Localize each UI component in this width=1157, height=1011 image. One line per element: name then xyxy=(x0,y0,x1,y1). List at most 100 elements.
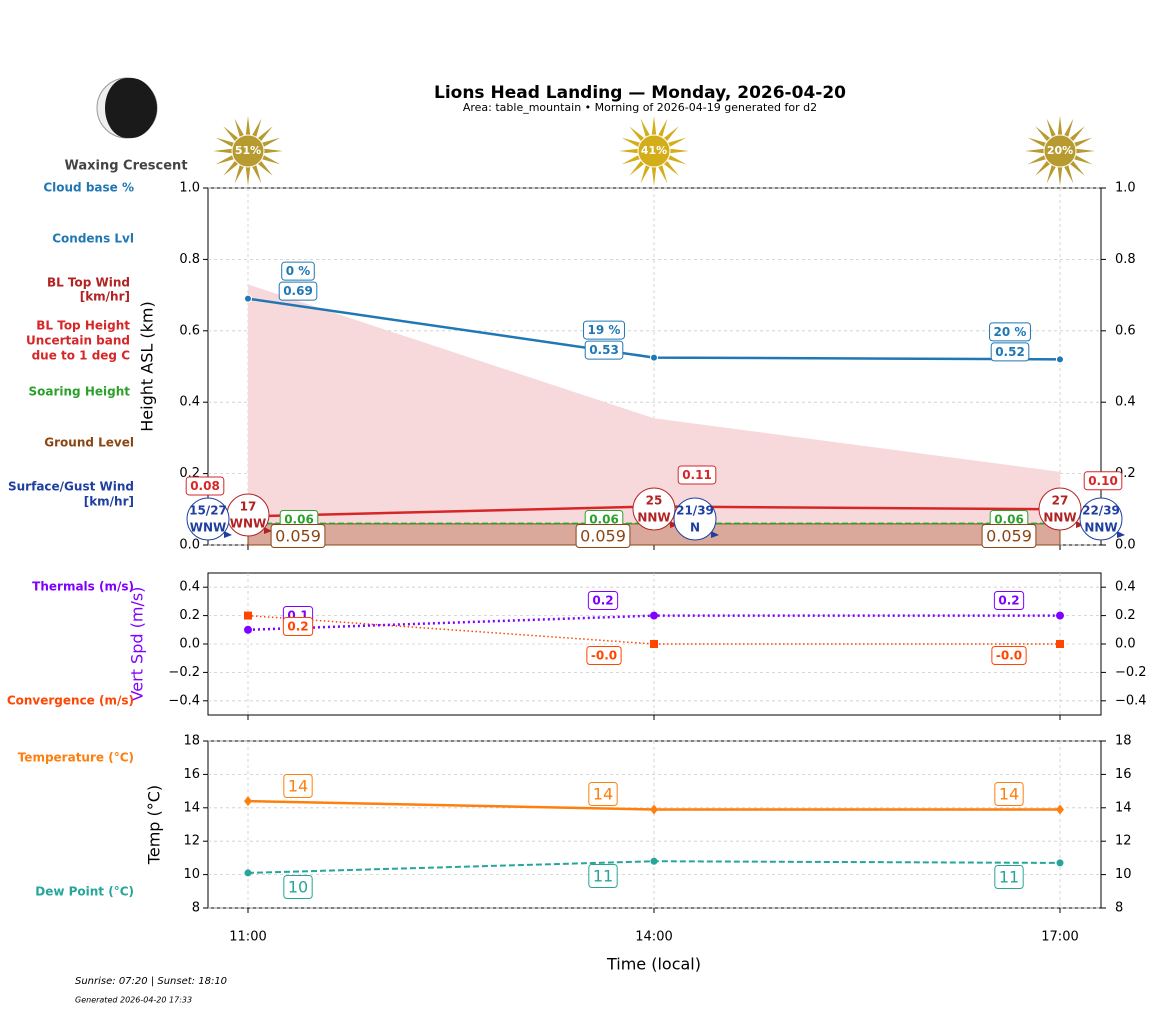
sun-ray xyxy=(657,163,668,184)
wind-speed: 17 xyxy=(240,500,257,514)
dewpoint-point xyxy=(650,857,658,865)
y2-tick-label: 0.8 xyxy=(1115,252,1136,267)
row-label: Surface/Gust Wind xyxy=(8,480,134,494)
sun-ray xyxy=(1068,126,1085,143)
value-label: 0.059 xyxy=(575,524,631,548)
y-tick-label: 14 xyxy=(183,800,200,815)
label-box xyxy=(278,281,318,301)
value-label-text: 0.52 xyxy=(995,345,1025,359)
bl-wind: 25 NNW xyxy=(632,487,678,531)
sun-ray xyxy=(1046,163,1057,184)
sun-ray xyxy=(651,116,657,137)
value-label-text: 0 % xyxy=(286,264,311,278)
label-box xyxy=(587,591,619,610)
moon-phase: Waxing Crescent xyxy=(64,159,187,174)
sun-ray xyxy=(215,137,236,148)
row-label: Soaring Height xyxy=(29,385,131,399)
wind-direction: N xyxy=(690,521,700,535)
sun-ray xyxy=(1072,154,1093,165)
wind-arrow xyxy=(1117,531,1125,538)
value-label-text: 0.06 xyxy=(284,513,314,527)
sun-ray xyxy=(662,126,679,143)
y-tick-label: 10 xyxy=(183,867,200,882)
row-label: [km/hr] xyxy=(80,290,130,304)
sun-core xyxy=(1043,134,1077,168)
condens-point xyxy=(650,353,658,362)
value-label-text: 0.06 xyxy=(994,513,1024,527)
sun-ray xyxy=(668,148,689,154)
convergence-point xyxy=(244,611,252,620)
value-label-text: 14 xyxy=(593,785,613,804)
sun-ray xyxy=(651,165,657,186)
sun-core xyxy=(637,134,671,168)
sun-ray xyxy=(666,137,687,148)
value-label: -0.0 xyxy=(586,646,622,665)
generated-note: Generated 2026-04-20 17:33 xyxy=(75,996,192,1005)
temperature-point xyxy=(244,796,252,807)
y-tick-label: 0.4 xyxy=(179,395,200,410)
x-axis-label: Time (local) xyxy=(606,955,701,974)
wind-arrow xyxy=(224,531,232,538)
sun-ray xyxy=(223,159,240,176)
y2-tick-label: 1.0 xyxy=(1115,181,1136,196)
y2-tick-label: 0.6 xyxy=(1115,323,1136,338)
value-label-text: 0.059 xyxy=(580,527,626,546)
y-tick-label: 0.0 xyxy=(179,637,200,652)
value-label-text: 14 xyxy=(288,777,308,796)
wind-circle xyxy=(632,487,676,531)
value-label-text: 0.08 xyxy=(190,479,220,493)
wind-arrow xyxy=(1076,521,1084,528)
label-box xyxy=(993,591,1025,610)
label-box xyxy=(677,465,717,485)
value-label-text: 0.059 xyxy=(275,527,321,546)
value-label-text: 0.53 xyxy=(589,343,619,357)
value-label: 0.059 xyxy=(981,524,1037,548)
sun-ray xyxy=(621,137,642,148)
sun-ray xyxy=(1025,148,1046,154)
value-label: 0 % xyxy=(281,261,315,281)
convergence-point xyxy=(650,640,658,648)
sun-ray xyxy=(1027,137,1048,148)
wind-speed: 27 xyxy=(1052,494,1069,508)
label-box xyxy=(994,865,1024,889)
value-label-text: -0.0 xyxy=(591,649,617,663)
label-box xyxy=(994,782,1024,806)
wind-direction: NNW xyxy=(637,511,670,525)
temperature-point xyxy=(1056,804,1064,815)
sun-ray xyxy=(251,163,262,184)
y2-tick-label: 0.4 xyxy=(1115,580,1136,595)
value-label: 0.10 xyxy=(1083,471,1123,491)
dewpoint-point xyxy=(244,869,252,877)
sun-ray xyxy=(260,137,281,148)
label-box xyxy=(981,524,1037,548)
value-label-text: 0.059 xyxy=(986,527,1032,546)
label-box xyxy=(270,524,326,548)
sun-ray xyxy=(1035,126,1052,143)
sun-ray xyxy=(256,159,273,176)
value-label: 0.2 xyxy=(282,617,314,636)
value-label: 14 xyxy=(283,774,313,798)
y-tick-label: 0.4 xyxy=(179,580,200,595)
row-label: Thermals (m/s) xyxy=(32,580,134,594)
value-label: 0.2 xyxy=(587,591,619,610)
sun-ray xyxy=(1046,118,1057,139)
y-axis-label: Temp (°C) xyxy=(145,785,164,865)
sun-core xyxy=(231,134,265,168)
temperature-point xyxy=(650,804,658,815)
sun-label: 51% xyxy=(235,144,261,157)
row-label: Temperature (°C) xyxy=(18,751,134,765)
x-tick-label: 17:00 xyxy=(1041,930,1078,945)
sun-ray xyxy=(1035,159,1052,176)
value-label-text: 0.2 xyxy=(287,620,308,634)
y-tick-label: 8 xyxy=(192,901,200,916)
plot-frame xyxy=(207,740,1102,909)
sun-ray xyxy=(1063,163,1074,184)
y-tick-label: 16 xyxy=(183,767,200,782)
value-label: 0.059 xyxy=(270,524,326,548)
value-label: 0.08 xyxy=(185,476,225,496)
value-label-text: 20 % xyxy=(994,325,1027,339)
value-label: 20 % xyxy=(989,322,1031,342)
y-tick-label: 0.8 xyxy=(179,252,200,267)
sun-ray xyxy=(662,159,679,176)
y-tick-label: 0.2 xyxy=(179,608,200,623)
